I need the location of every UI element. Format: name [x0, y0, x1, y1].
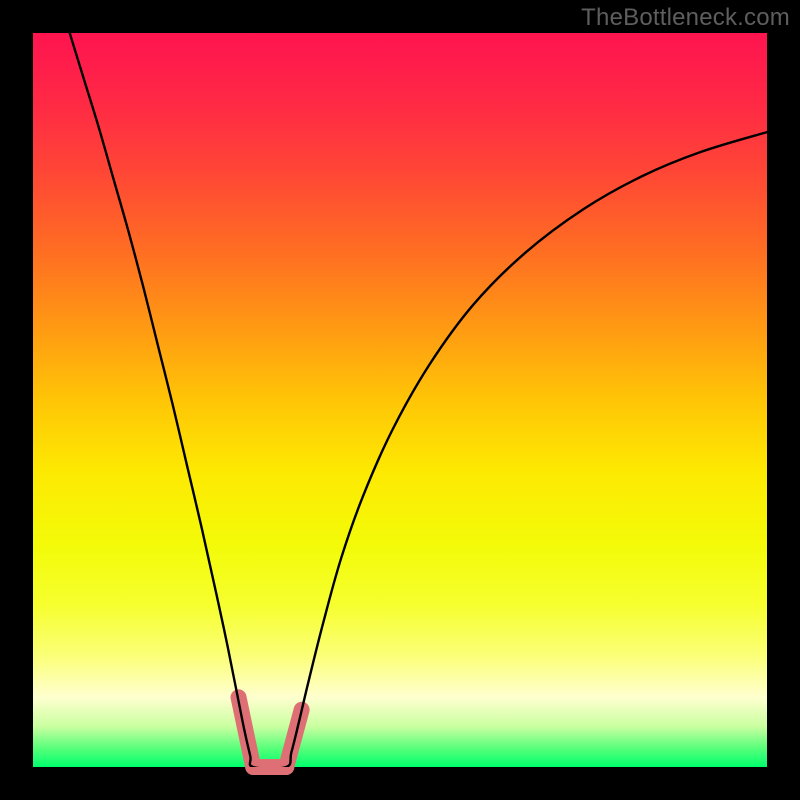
bottleneck-chart [0, 0, 800, 800]
chart-root: TheBottleneck.com [0, 0, 800, 800]
watermark-text: TheBottleneck.com [581, 4, 790, 32]
plot-background [33, 33, 767, 767]
